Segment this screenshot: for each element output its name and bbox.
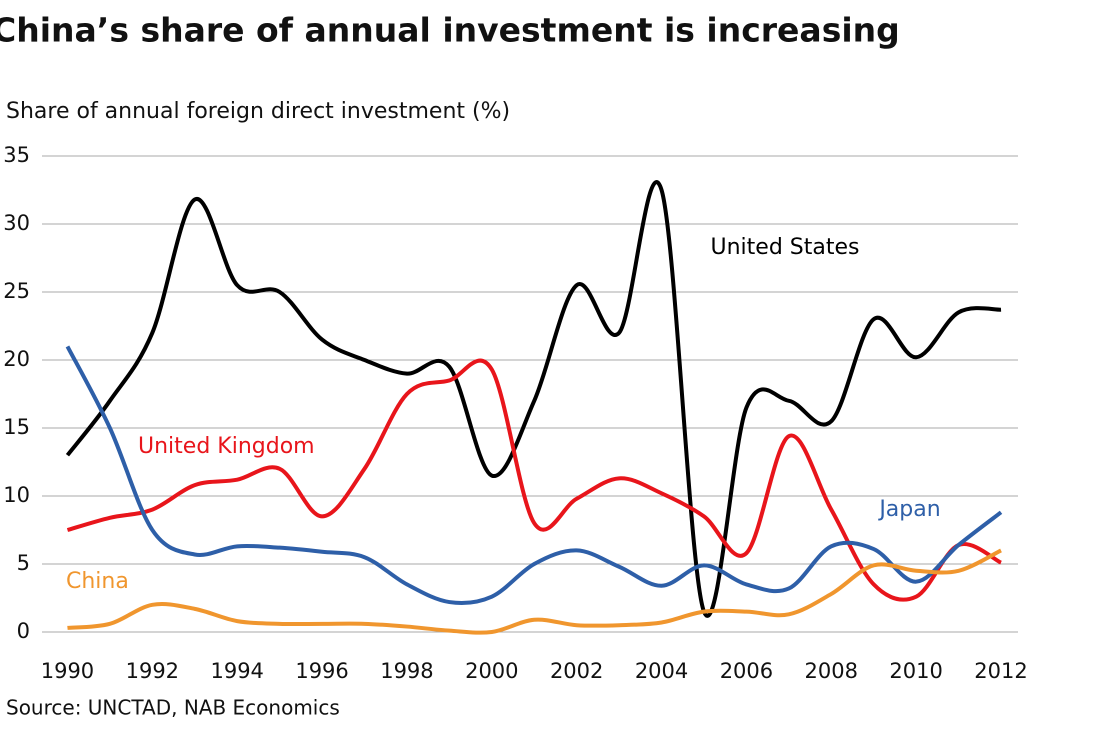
y-tick-label: 30 [3, 211, 30, 235]
x-tick-label: 1998 [380, 659, 433, 683]
x-tick-label: 1990 [41, 659, 94, 683]
x-tick-label: 1994 [210, 659, 263, 683]
y-axis-label: Share of annual foreign direct investmen… [6, 99, 510, 124]
x-tick-label: 1996 [295, 659, 348, 683]
y-tick-label: 35 [3, 143, 30, 167]
y-tick-label: 10 [3, 483, 30, 507]
series-label: China [66, 569, 129, 594]
y-tick-label: 15 [3, 415, 30, 439]
series-line [65, 345, 1003, 605]
series-label: Japan [877, 497, 940, 522]
x-tick-label: 2012 [974, 659, 1027, 683]
source: Source: UNCTAD, NAB Economics [6, 696, 340, 720]
x-tick-label: 2006 [720, 659, 773, 683]
x-tick-label: 2010 [889, 659, 942, 683]
series-line [65, 180, 1002, 618]
chart-title: China’s share of annual investment is in… [0, 11, 900, 50]
y-tick-label: 0 [17, 619, 30, 643]
series-line [66, 358, 1002, 602]
x-tick-label: 2002 [550, 659, 603, 683]
series-label: United States [711, 235, 860, 260]
x-tick-label: 2000 [465, 659, 518, 683]
series-label: United Kingdom [138, 434, 315, 459]
y-tick-label: 5 [17, 551, 30, 575]
series-line [67, 548, 1002, 635]
x-tick-label: 1992 [126, 659, 179, 683]
y-tick-label: 25 [3, 279, 30, 303]
x-tick-label: 2004 [635, 659, 688, 683]
y-tick-label: 20 [3, 347, 30, 371]
x-tick-label: 2008 [805, 659, 858, 683]
